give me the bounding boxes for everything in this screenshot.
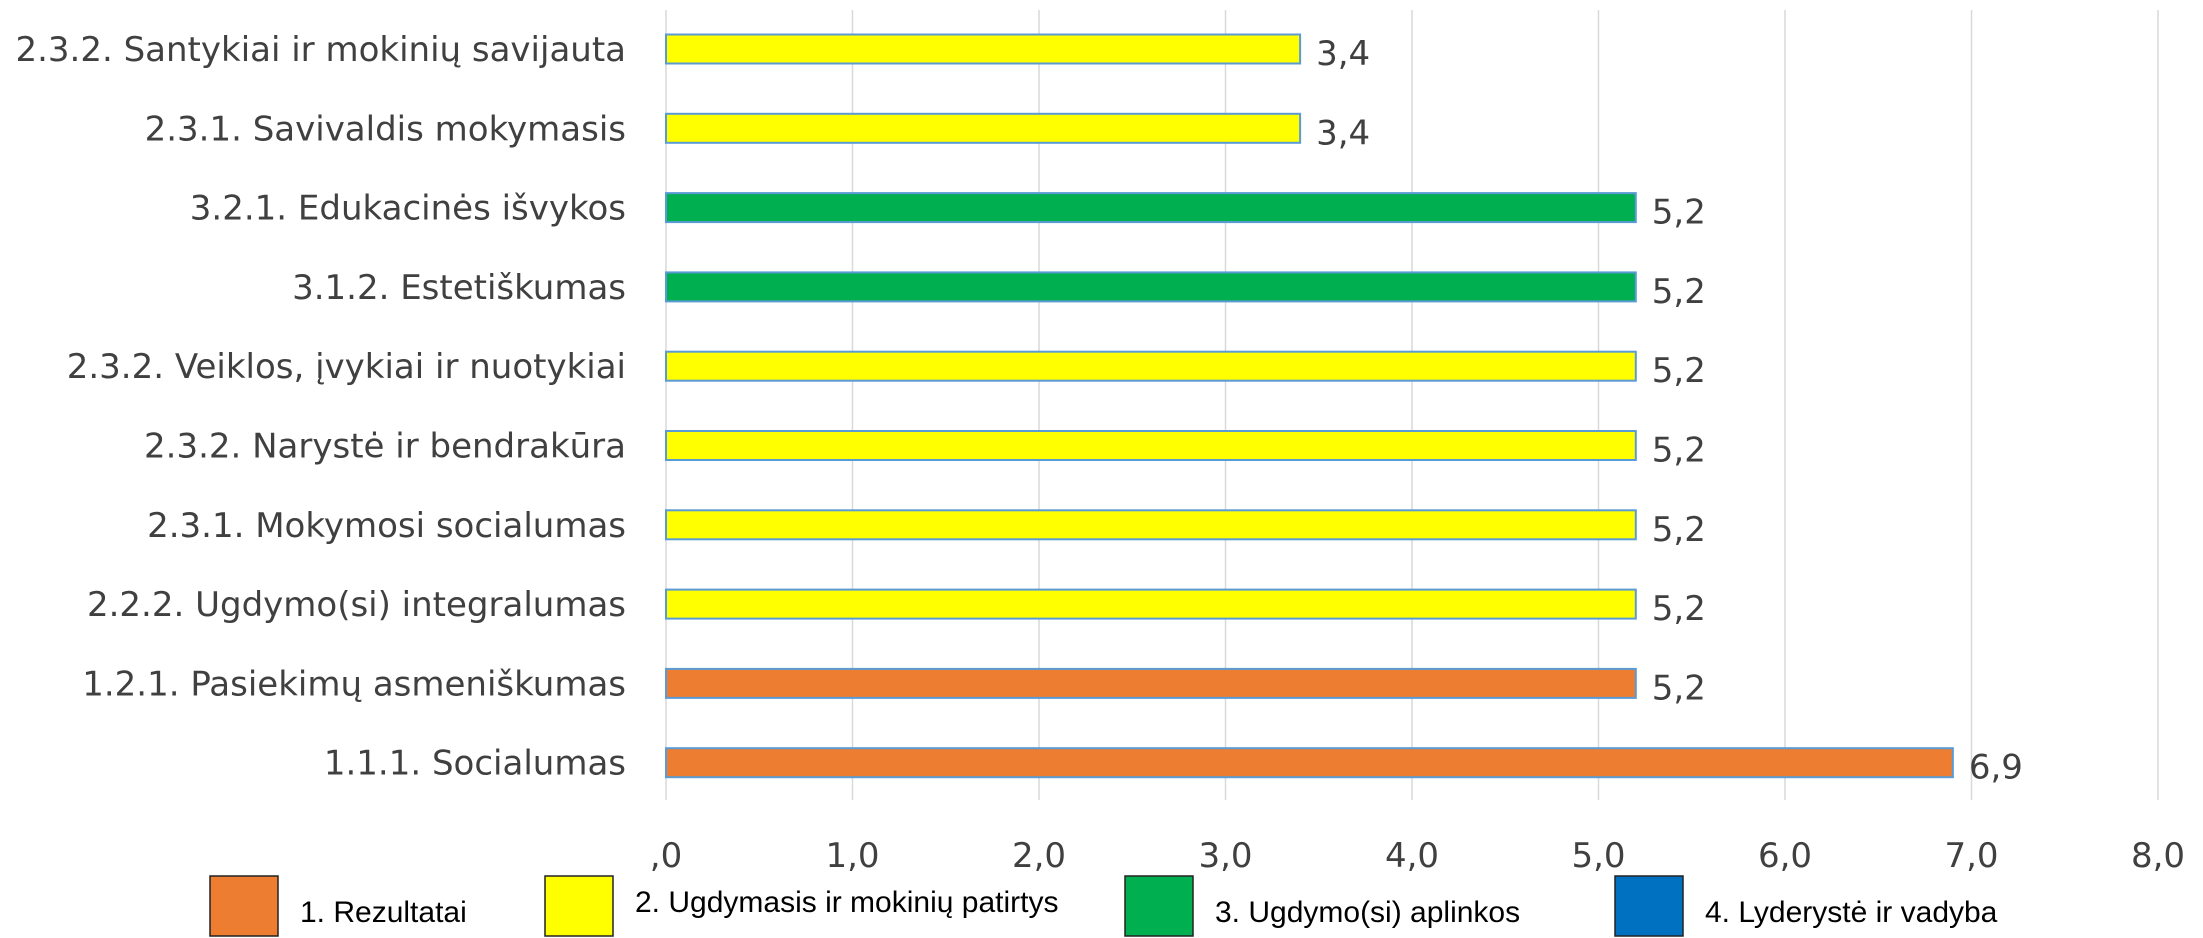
x-tick-label: 5,0 (1571, 836, 1625, 876)
legend-swatch (1614, 875, 1684, 937)
data-labels: 3,4 3,4 5,2 5,2 5,2 5,2 5,2 5,2 5,2 6,9 (1316, 34, 2023, 788)
x-axis-tick-labels: ,0 1,0 2,0 3,0 4,0 5,0 6,0 7,0 8,0 (650, 836, 2185, 876)
legend-label: 2. Ugdymasis ir mokinių patirtys (635, 886, 1058, 919)
legend-swatch (209, 875, 279, 937)
category-label: 3.1.2. Estetiškumas (292, 268, 626, 308)
legend-label: 4. Lyderystė ir vadyba (1705, 896, 1998, 929)
x-tick-label: ,0 (650, 836, 682, 876)
category-label: 2.3.1. Savivaldis mokymasis (145, 109, 626, 149)
data-label: 5,2 (1652, 510, 1706, 550)
category-label: 2.3.2. Narystė ir bendrakūra (144, 427, 626, 467)
data-label: 5,2 (1652, 431, 1706, 471)
bar (665, 667, 1637, 699)
bar (665, 509, 1637, 541)
category-label: 1.1.1. Socialumas (324, 744, 626, 784)
x-tick-label: 8,0 (2131, 836, 2185, 876)
bar (665, 271, 1637, 303)
bar (665, 112, 1302, 144)
data-label: 5,2 (1652, 668, 1706, 708)
data-label: 3,4 (1316, 34, 1370, 74)
bar (665, 588, 1637, 620)
x-tick-label: 3,0 (1198, 836, 1252, 876)
bar (665, 33, 1302, 65)
x-tick-label: 4,0 (1385, 836, 1439, 876)
bars (665, 33, 1954, 779)
data-label: 5,2 (1652, 589, 1706, 629)
data-label: 5,2 (1652, 272, 1706, 312)
x-tick-label: 2,0 (1012, 836, 1066, 876)
category-label: 2.3.2. Santykiai ir mokinių savijauta (15, 30, 626, 70)
data-label: 6,9 (1969, 748, 2023, 788)
category-label: 2.2.2. Ugdymo(si) integralumas (87, 585, 626, 625)
legend-label: 1. Rezultatai (300, 896, 467, 929)
legend: 1. Rezultatai 2. Ugdymasis ir mokinių pat… (209, 875, 1998, 937)
legend-label: 3. Ugdymo(si) aplinkos (1215, 896, 1520, 929)
x-tick-label: 1,0 (825, 836, 879, 876)
category-label: 2.3.1. Mokymosi socialumas (147, 506, 626, 546)
bar (665, 350, 1637, 382)
x-tick-label: 7,0 (1944, 836, 1998, 876)
category-label: 1.2.1. Pasiekimų asmeniškumas (82, 664, 626, 704)
bar (665, 430, 1637, 461)
data-label: 3,4 (1316, 113, 1370, 153)
x-tick-label: 6,0 (1758, 836, 1812, 876)
data-label: 5,2 (1652, 193, 1706, 233)
bar (665, 747, 1954, 779)
legend-swatch (1124, 875, 1194, 937)
category-label: 2.3.2. Veiklos, įvykiai ir nuotykiai (67, 347, 626, 387)
data-label: 5,2 (1652, 351, 1706, 391)
category-label: 3.2.1. Edukacinės išvykos (190, 189, 626, 229)
legend-swatch (544, 875, 614, 937)
category-labels: 2.3.2. Santykiai ir mokinių savijauta 2.3… (15, 30, 626, 784)
bar (665, 192, 1637, 224)
